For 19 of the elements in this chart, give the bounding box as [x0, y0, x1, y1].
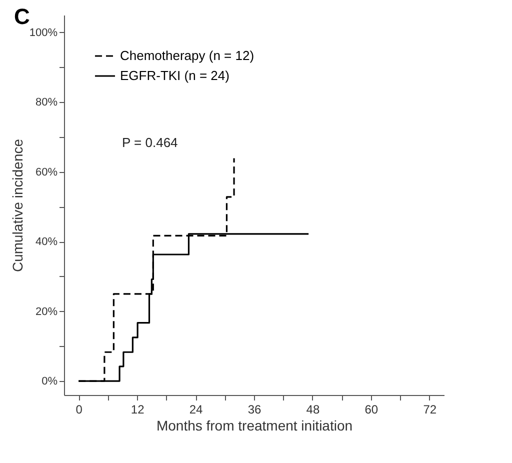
x-tick-label: 12 — [130, 402, 145, 416]
y-tick-label: 100% — [29, 26, 58, 39]
x-tick-label: 0 — [76, 402, 83, 416]
y-tick-label: 80% — [35, 96, 58, 109]
legend-label: EGFR-TKI (n = 24) — [120, 68, 230, 83]
x-tick-label: 36 — [248, 402, 262, 416]
x-tick-label: 72 — [423, 402, 437, 416]
y-tick-label: 40% — [35, 236, 58, 248]
chart-title: C — [14, 4, 30, 29]
y-axis-title: Cumulative incidence — [9, 138, 26, 272]
x-tick-label: 24 — [189, 402, 204, 416]
y-tick-label: 60% — [35, 166, 58, 178]
y-tick-label: 20% — [35, 306, 58, 318]
y-tick-label: 0% — [42, 376, 58, 388]
legend-label: Chemotherapy (n = 12) — [120, 48, 254, 63]
x-tick-label: 48 — [306, 402, 320, 416]
x-axis-title: Months from treatment initiation — [156, 418, 353, 434]
x-tick-label: 60 — [364, 402, 378, 416]
annotation: P = 0.464 — [122, 135, 178, 150]
